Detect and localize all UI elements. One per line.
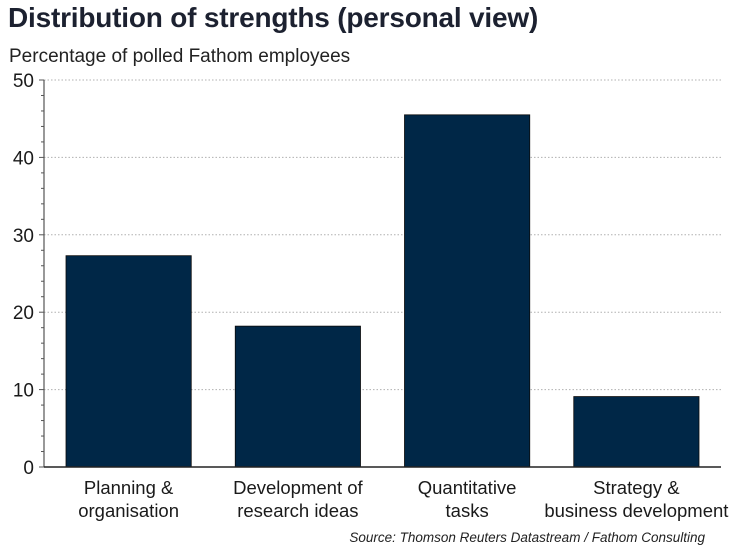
x-category-label: Strategy & — [593, 477, 680, 498]
y-tick-label: 50 — [13, 71, 34, 92]
y-tick-label: 30 — [13, 226, 34, 247]
x-category-label: organisation — [78, 500, 179, 521]
x-category-label: Planning & — [84, 477, 174, 498]
x-category-label: business development — [544, 500, 728, 521]
chart-title: Distribution of strengths (personal view… — [8, 2, 539, 33]
y-tick-label: 10 — [13, 381, 34, 402]
chart-subtitle: Percentage of polled Fathom employees — [9, 46, 351, 67]
y-tick-label: 0 — [23, 458, 34, 479]
x-category-label: Development of — [233, 477, 363, 498]
bar — [573, 396, 700, 468]
source-note: Source: Thomson Reuters Datastream / Fat… — [349, 530, 705, 545]
bar — [65, 255, 192, 468]
y-tick-label: 20 — [13, 303, 34, 324]
x-category-label: tasks — [446, 500, 489, 521]
x-category-label: research ideas — [237, 500, 358, 521]
bar — [234, 325, 361, 468]
bar — [404, 114, 531, 468]
x-category-label: Quantitative — [418, 477, 517, 498]
y-tick-label: 40 — [13, 148, 34, 169]
